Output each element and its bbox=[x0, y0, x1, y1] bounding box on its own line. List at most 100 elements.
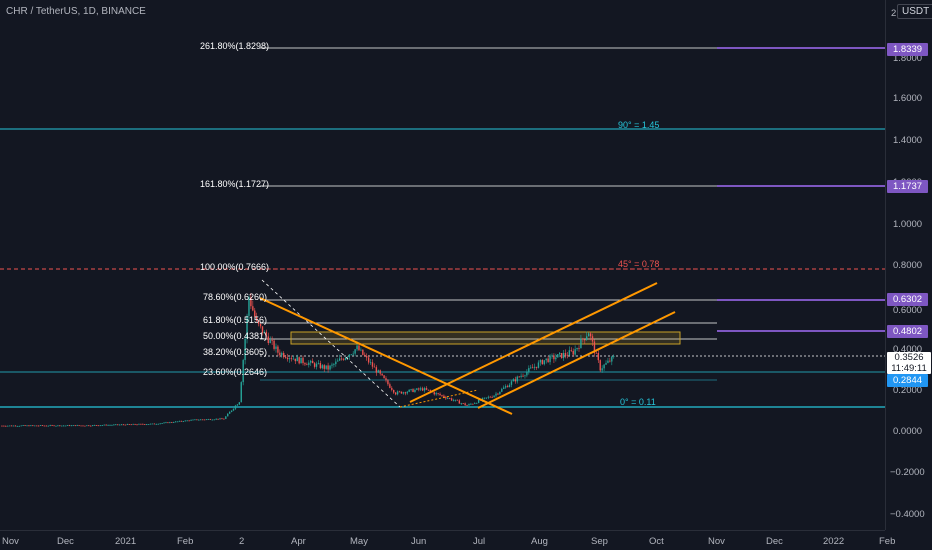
candle-up bbox=[510, 381, 513, 385]
fib-label: 38.20%(0.3605) bbox=[203, 347, 268, 357]
time-tick: Aug bbox=[531, 536, 548, 547]
candle-down bbox=[124, 424, 127, 426]
candle-up bbox=[138, 423, 140, 425]
fib-label: 23.60%(0.2646) bbox=[203, 367, 268, 377]
candle-down bbox=[273, 340, 275, 349]
candle-up bbox=[524, 375, 526, 377]
currency-badge[interactable]: USDT bbox=[897, 4, 932, 19]
triangle-base bbox=[399, 389, 479, 408]
current-price: 0.3526 bbox=[894, 352, 924, 363]
candle-up bbox=[435, 393, 437, 395]
price-tick: 0.2000 bbox=[893, 385, 923, 396]
candle-down bbox=[541, 360, 544, 365]
candle-up bbox=[57, 425, 59, 427]
candle-up bbox=[481, 398, 484, 401]
candle-up bbox=[526, 371, 528, 376]
candle-up bbox=[113, 424, 115, 426]
candle-down bbox=[391, 387, 393, 390]
candle-up bbox=[155, 423, 158, 425]
candle-up bbox=[493, 395, 495, 398]
time-tick: 2 bbox=[239, 536, 245, 547]
candle-down bbox=[286, 357, 289, 360]
candle-up bbox=[215, 418, 217, 420]
candle-down bbox=[196, 419, 198, 421]
candle-up bbox=[543, 360, 545, 365]
current-price-tag: 0.3526 11:49:11 bbox=[887, 352, 931, 374]
candle-down bbox=[323, 365, 325, 369]
candle-up bbox=[410, 389, 412, 390]
candle-down bbox=[209, 419, 212, 420]
candle-up bbox=[34, 425, 36, 427]
candle-up bbox=[173, 422, 175, 423]
candle-down bbox=[88, 425, 90, 427]
candle-up bbox=[198, 419, 200, 421]
candle-down bbox=[45, 425, 48, 427]
candle-down bbox=[74, 425, 76, 427]
price-tick: 0.0000 bbox=[893, 426, 923, 437]
candle-up bbox=[292, 358, 295, 360]
candle-up bbox=[244, 338, 246, 361]
candle-up bbox=[157, 423, 159, 425]
candle-up bbox=[132, 423, 134, 425]
candle-down bbox=[153, 423, 156, 425]
candle-down bbox=[84, 425, 86, 427]
candle-down bbox=[593, 341, 596, 353]
candle-up bbox=[47, 425, 49, 427]
candle-up bbox=[8, 425, 11, 427]
candle-down bbox=[134, 423, 136, 425]
candle-up bbox=[574, 349, 576, 355]
candle-down bbox=[547, 358, 549, 363]
candle-up bbox=[72, 425, 75, 427]
candle-down bbox=[366, 356, 368, 358]
symbol-title[interactable]: CHR / TetherUS, 1D, BINANCE bbox=[6, 6, 146, 17]
candle-up bbox=[586, 336, 588, 341]
candle-up bbox=[483, 397, 486, 399]
candle-up bbox=[61, 425, 63, 427]
angle-label: 90° = 1.45 bbox=[618, 120, 660, 130]
candle-up bbox=[354, 349, 356, 354]
candle-down bbox=[59, 425, 61, 427]
candle-down bbox=[140, 423, 142, 425]
candle-down bbox=[130, 424, 132, 426]
candle-up bbox=[246, 315, 248, 339]
candle-up bbox=[325, 365, 327, 369]
time-tick: Sep bbox=[591, 536, 608, 547]
candle-up bbox=[402, 392, 405, 394]
candle-down bbox=[404, 392, 406, 394]
candle-down bbox=[313, 363, 316, 367]
candle-down bbox=[437, 393, 439, 394]
candle-up bbox=[468, 404, 470, 406]
time-tick: Dec bbox=[766, 536, 783, 547]
upper-channel-line bbox=[409, 282, 658, 403]
price-tag-18339: 1.8339 bbox=[887, 43, 928, 56]
candle-down bbox=[389, 384, 391, 388]
candle-down bbox=[466, 405, 468, 406]
candle-up bbox=[151, 423, 154, 425]
candle-down bbox=[290, 358, 293, 360]
candle-up bbox=[408, 389, 410, 392]
candle-up bbox=[178, 420, 181, 422]
candle-down bbox=[441, 395, 443, 396]
candle-down bbox=[387, 380, 389, 385]
candle-up bbox=[587, 333, 590, 337]
candle-up bbox=[30, 425, 32, 427]
candle-down bbox=[80, 425, 82, 427]
candle-up bbox=[101, 425, 103, 426]
candle-up bbox=[219, 418, 221, 420]
candle-down bbox=[304, 363, 306, 365]
candle-down bbox=[570, 350, 572, 352]
candle-up bbox=[416, 388, 418, 390]
fib-label: 100.00%(0.7666) bbox=[200, 262, 270, 272]
candle-up bbox=[103, 424, 105, 426]
candle-up bbox=[49, 425, 51, 426]
fib-label: 261.80%(1.8298) bbox=[200, 41, 270, 51]
candle-up bbox=[562, 353, 565, 359]
angle-label: 45° = 0.78 bbox=[618, 259, 660, 269]
candle-up bbox=[55, 425, 57, 427]
time-tick: 2022 bbox=[823, 536, 845, 547]
candle-up bbox=[230, 410, 233, 412]
candle-down bbox=[400, 391, 403, 394]
candle-up bbox=[337, 360, 339, 362]
candle-up bbox=[145, 424, 148, 426]
